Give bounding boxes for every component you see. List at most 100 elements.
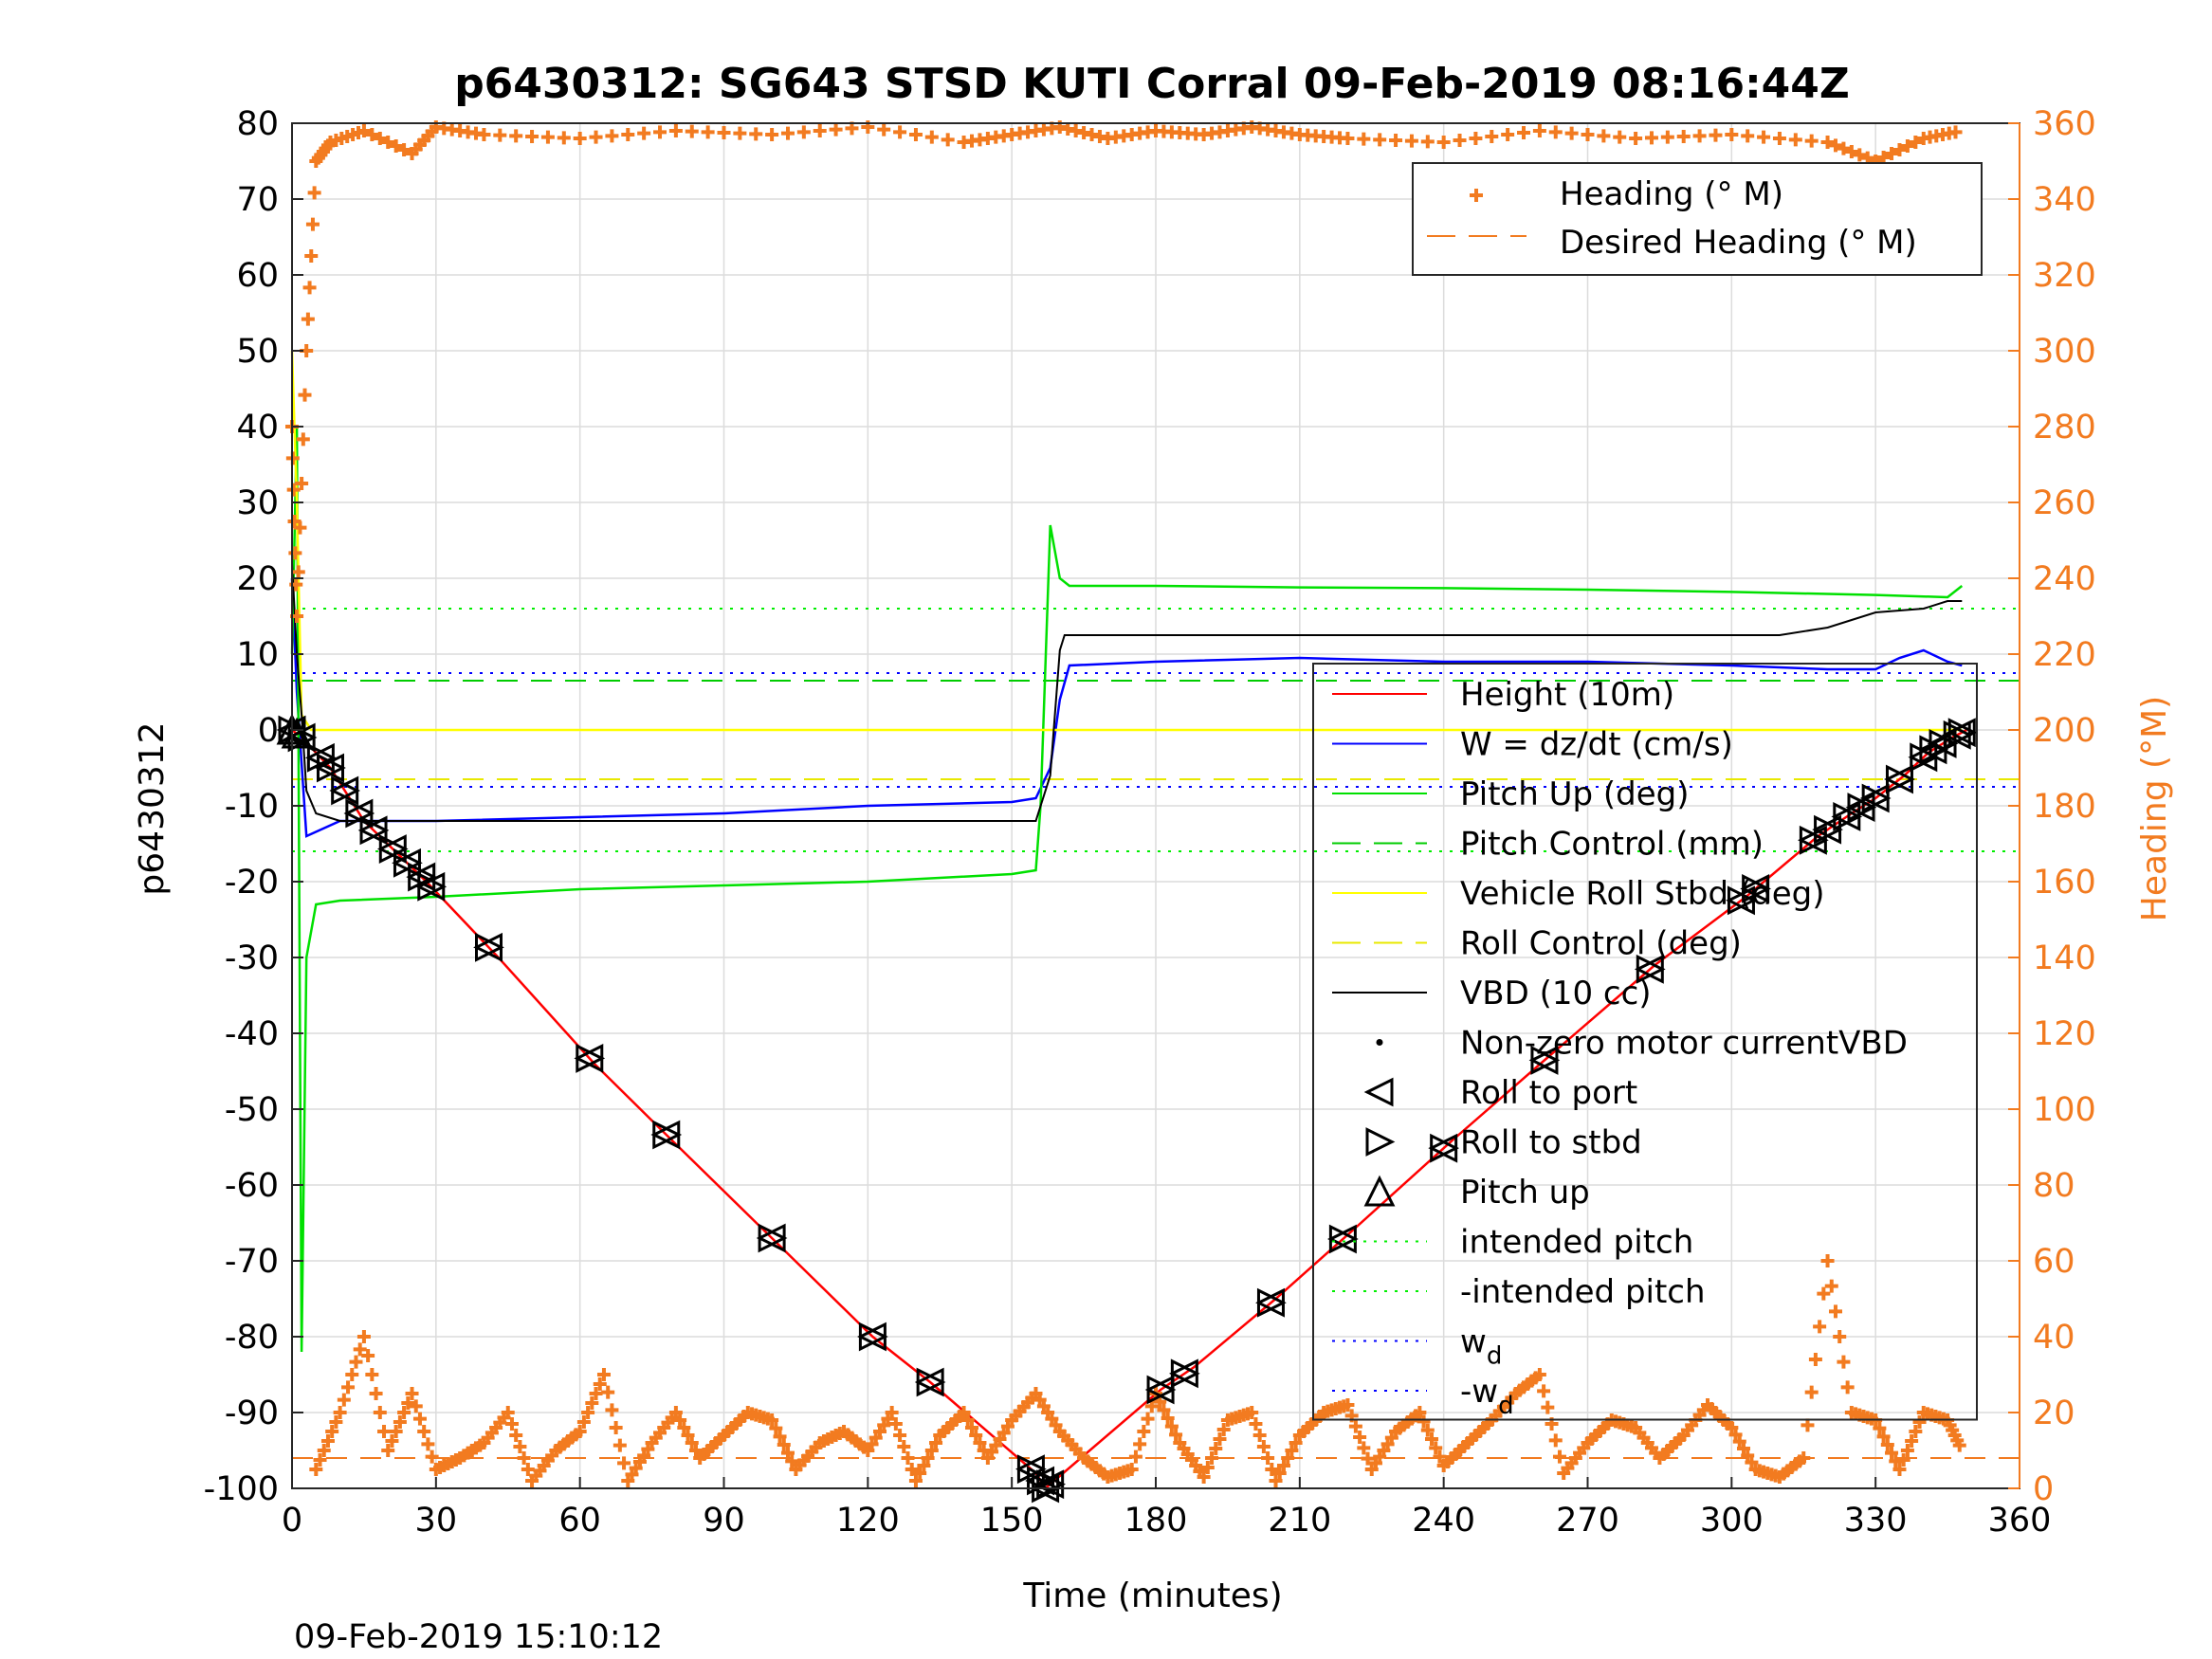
heading-point [1788, 133, 1802, 147]
roll-to-stbd-marker [316, 753, 346, 783]
heading-point [888, 1417, 903, 1431]
heading-point [924, 1444, 939, 1457]
legend-label: -intended pitch [1460, 1273, 1706, 1311]
heading-point [612, 1438, 627, 1452]
heading-point [908, 128, 923, 141]
heading-point [1757, 130, 1771, 144]
heading-point [501, 1406, 515, 1419]
heading-point [389, 1425, 403, 1438]
y2-axis-label: Heading (°M) [2135, 696, 2174, 921]
y-tick-label: 0 [258, 712, 279, 750]
heading-point [1213, 1432, 1227, 1446]
series-line [291, 562, 1963, 822]
heading-point [589, 130, 603, 144]
heading-point [1341, 1398, 1355, 1412]
heading-point [1197, 1470, 1211, 1484]
heading-point [701, 125, 715, 139]
heading-point [1801, 1418, 1815, 1432]
heading-point [1361, 1451, 1375, 1466]
heading-point [621, 128, 635, 141]
x-tick-label: 360 [1988, 1502, 2052, 1540]
heading-point [1725, 128, 1739, 141]
heading-point [1200, 1461, 1215, 1474]
heading-point [1541, 1400, 1555, 1414]
heading-point [1909, 136, 1923, 149]
heading-point [668, 124, 683, 137]
heading-point [1837, 1355, 1851, 1369]
heading-point [1837, 141, 1851, 155]
roll-to-stbd-marker [652, 1120, 683, 1150]
heading-point [309, 1463, 323, 1476]
heading-point [1269, 1474, 1283, 1487]
y2-tick-label: 180 [2033, 788, 2096, 826]
heading-point [401, 1396, 415, 1410]
roll-to-stbd-marker [378, 834, 409, 864]
heading-point [749, 127, 763, 141]
heading-point [345, 1368, 359, 1381]
heading-point [1404, 134, 1418, 148]
x-tick-label: 330 [1844, 1502, 1908, 1540]
heading-point [1736, 1442, 1750, 1455]
heading-point [1892, 1463, 1907, 1476]
roll-to-stbd-marker [1530, 1045, 1561, 1075]
heading-point [605, 129, 619, 143]
heading-point [1728, 1428, 1743, 1442]
heading-point [288, 546, 302, 560]
heading-point [1741, 1449, 1755, 1463]
heading-point [1644, 131, 1658, 145]
heading-point [893, 1429, 907, 1442]
heading-point [341, 1380, 356, 1395]
roll-to-stbd-marker [475, 932, 504, 962]
roll-to-stbd-marker [1636, 954, 1666, 984]
heading-point [1844, 145, 1858, 158]
y-tick-label: -10 [225, 788, 279, 826]
heading-point [369, 1387, 383, 1400]
heading-point [1517, 126, 1531, 139]
heading-point [295, 477, 309, 490]
x-tick-label: 0 [282, 1502, 302, 1540]
heading-point [1133, 1437, 1147, 1451]
heading-point [1912, 1415, 1927, 1429]
heading-point [1876, 151, 1891, 164]
series-line [290, 350, 1963, 732]
heading-point [1853, 148, 1867, 162]
roll-to-stbd-marker [1861, 783, 1892, 813]
heading-point [557, 131, 571, 145]
heading-point [1357, 1441, 1371, 1455]
roll-to-stbd-marker [1328, 1224, 1359, 1254]
y-tick-label: -80 [225, 1319, 279, 1357]
roll-to-stbd-marker [758, 1223, 788, 1253]
heading-point [1885, 147, 1899, 160]
heading-point [829, 122, 843, 137]
legend-label: Height (10m) [1460, 676, 1674, 714]
heading-point [1137, 1425, 1151, 1438]
heading-point [1265, 1463, 1279, 1476]
heading-point [1413, 1406, 1427, 1419]
roll-to-stbd-marker [1947, 718, 1978, 748]
heading-point [405, 1387, 419, 1400]
legend-label: Roll to stbd [1460, 1124, 1642, 1162]
heading-point [313, 1453, 327, 1467]
heading-point [333, 1406, 347, 1419]
y-tick-label: 10 [236, 636, 279, 674]
heading-point [581, 1406, 595, 1419]
heading-point [765, 128, 779, 141]
heading-point [733, 126, 747, 140]
roll-to-stbd-marker [393, 848, 423, 878]
heading-point [924, 130, 939, 144]
heading-point [1341, 132, 1355, 145]
heading-point [1425, 1432, 1439, 1446]
heading-point [1840, 1380, 1855, 1395]
heading-point [1256, 1440, 1271, 1453]
legend-heading-swatch [1470, 189, 1483, 202]
heading-point [397, 1406, 411, 1419]
heading-point [365, 128, 379, 141]
heading-point [688, 1444, 703, 1457]
heading-point [1501, 128, 1515, 141]
heading-point [593, 1377, 607, 1391]
heading-point [1813, 1320, 1827, 1334]
heading-point [1824, 1279, 1838, 1293]
heading-point [1420, 1423, 1435, 1437]
y-tick-label: 80 [236, 105, 279, 143]
heading-point [773, 1430, 787, 1444]
